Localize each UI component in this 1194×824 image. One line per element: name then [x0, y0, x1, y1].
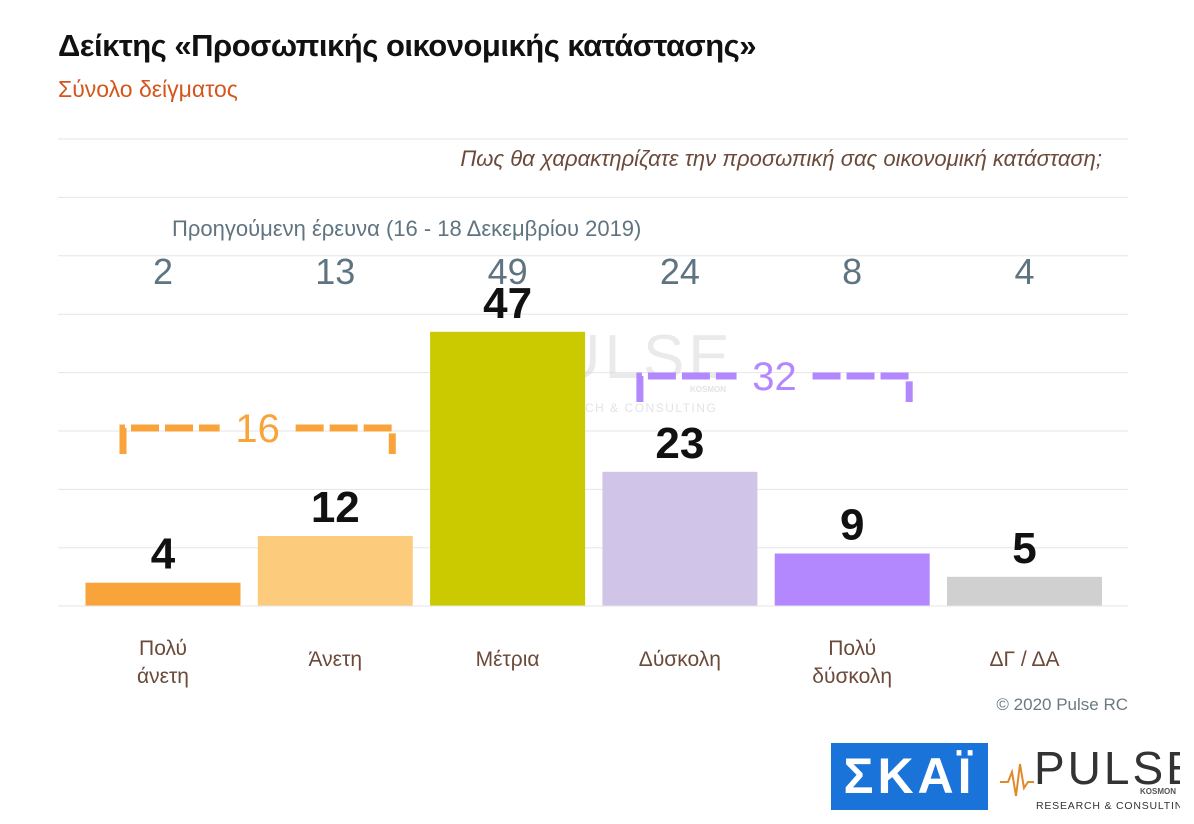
skai-logo-text: ΣΚΑΪ	[843, 748, 976, 804]
data-label: 12	[311, 483, 360, 532]
category-label: Άνετη	[309, 648, 362, 671]
category-label: άνετη	[137, 665, 189, 688]
copyright: © 2020 Pulse RC	[996, 695, 1128, 714]
bracket-label: 16	[235, 407, 280, 451]
bar	[947, 576, 1102, 606]
pulse-heartbeat-icon	[1000, 763, 1034, 797]
category-label: Μέτρια	[476, 648, 540, 671]
survey-question: Πως θα χαρακτηρίζατε την προσωπική σας ο…	[460, 146, 1102, 171]
previous-value: 2	[153, 251, 173, 292]
bracket-left	[636, 372, 737, 402]
previous-value: 4	[1014, 251, 1034, 292]
category-label: Πολύ	[139, 637, 187, 660]
page-title: Δείκτης «Προσωπικής οικονομικής κατάστασ…	[58, 28, 757, 63]
bracket-right	[812, 372, 913, 402]
page-subtitle: Σύνολο δείγματος	[58, 76, 238, 102]
pulse-logo-sub: RESEARCH & CONSULTING	[1036, 800, 1180, 812]
previous-value: 13	[315, 251, 355, 292]
category-label: Δύσκολη	[639, 648, 721, 671]
bracket-right	[295, 424, 396, 454]
data-label: 4	[151, 530, 176, 579]
watermark-tag: KOSMON	[690, 385, 726, 394]
previous-value: 49	[488, 251, 528, 292]
bar	[430, 331, 586, 606]
bar	[602, 471, 758, 606]
pulse-logo: PULSE KOSMON RESEARCH & CONSULTING	[1000, 742, 1180, 812]
bracket-label: 32	[752, 355, 797, 399]
pulse-logo-tag: KOSMON	[1140, 787, 1176, 796]
category-label: ΔΓ / ΔΑ	[990, 648, 1060, 671]
data-label: 9	[840, 501, 864, 550]
bar	[257, 536, 413, 606]
category-label: δύσκολη	[812, 665, 892, 688]
previous-value: 24	[660, 251, 700, 292]
bar	[85, 582, 241, 606]
bar	[774, 553, 930, 606]
data-label: 47	[483, 279, 532, 328]
pulse-logo-text: PULSE	[1034, 742, 1180, 794]
category-label: Πολύ	[828, 637, 876, 660]
data-label: 5	[1012, 524, 1036, 573]
previous-value: 8	[842, 251, 862, 292]
data-label: 23	[655, 419, 704, 468]
bracket-left	[119, 424, 220, 454]
previous-survey-label: Προηγούμενη έρευνα (16 - 18 Δεκεμβρίου 2…	[172, 216, 642, 241]
skai-logo: ΣΚΑΪ	[831, 743, 988, 810]
